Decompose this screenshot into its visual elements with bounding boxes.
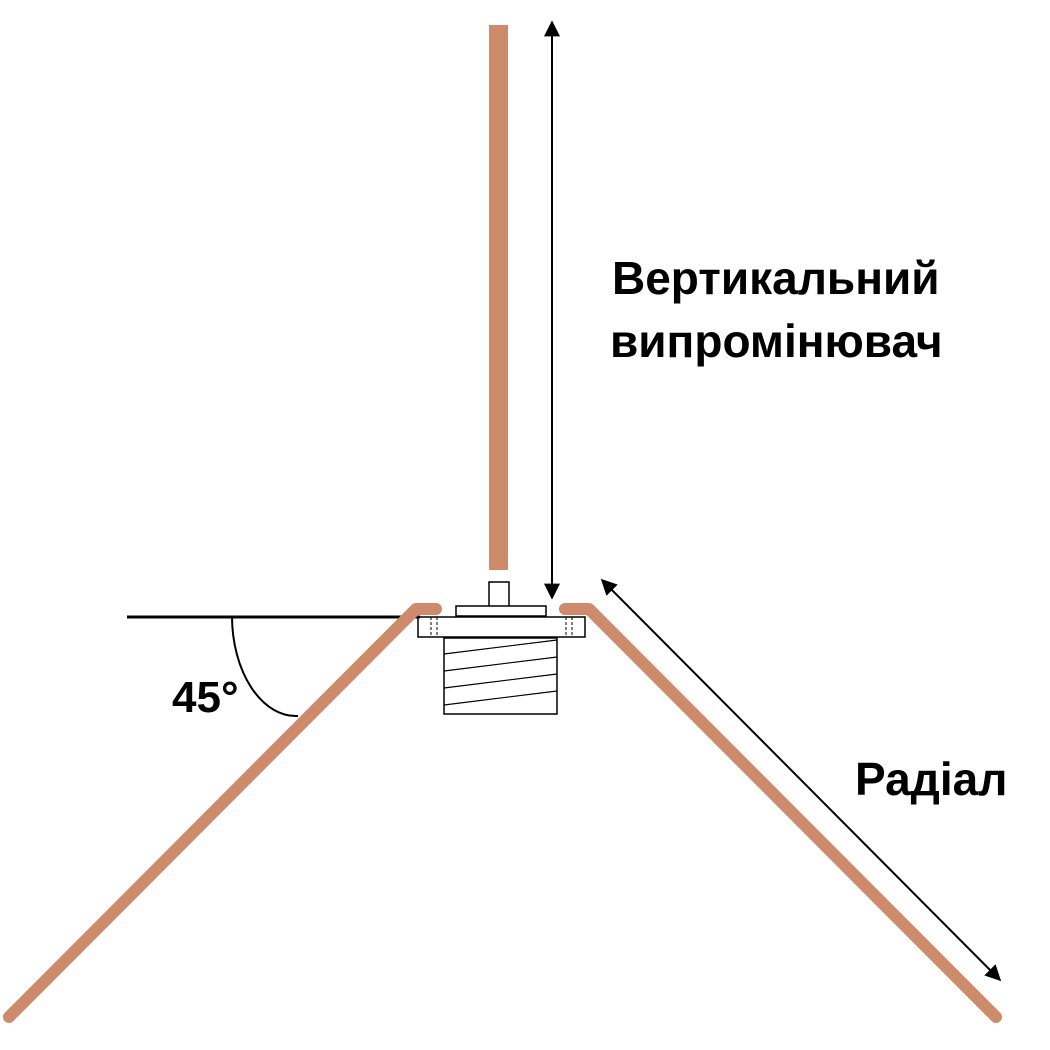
connector-top-plate	[455, 605, 547, 617]
angle-label: 45°	[172, 673, 239, 722]
coax-connector	[417, 581, 586, 715]
connector-pin	[488, 581, 510, 608]
vertical-radiator-label-line1: Вертикальний	[612, 252, 940, 304]
vertical-radiator	[489, 25, 508, 570]
left-radial	[3, 603, 442, 1023]
vertical-radiator-label-line2: випромінювач	[610, 315, 943, 367]
connector-flange	[417, 616, 586, 638]
radial-label: Радіал	[855, 753, 1007, 805]
right-radial	[559, 603, 1002, 1023]
angle-arc	[231, 616, 299, 718]
radial-length-arrow	[600, 578, 1002, 982]
